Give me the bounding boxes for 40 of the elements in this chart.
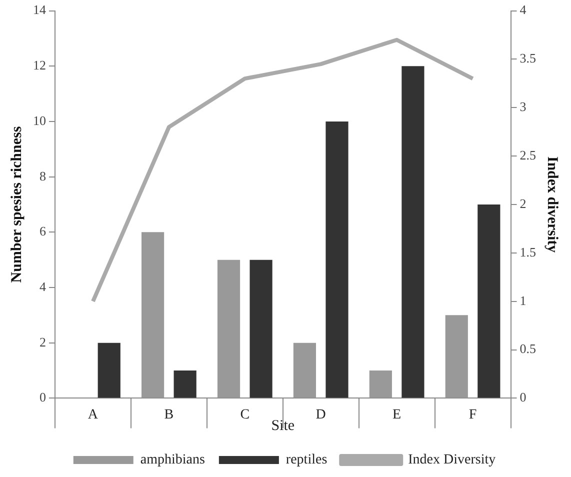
x-axis-title: Site [271, 418, 295, 434]
y2-tick-label: 2 [520, 196, 526, 211]
x-tick-label: D [316, 407, 326, 422]
y-tick-label: 4 [40, 278, 46, 294]
x-tick-label: A [88, 407, 99, 422]
y-axis-title: Number spesies richness [8, 126, 25, 283]
y-tick-label: 2 [40, 334, 46, 350]
y2-tick-label: 1 [520, 292, 526, 308]
y2-tick-label: 4 [520, 2, 527, 18]
bar [478, 204, 500, 398]
y-tick-label: 8 [40, 168, 46, 184]
y2-tick-label: 0 [520, 390, 526, 405]
y2-tick-label: 2.5 [520, 147, 536, 162]
bar [98, 342, 120, 398]
y2-tick-label: 3 [520, 99, 526, 114]
legend-label: Index Diversity [408, 452, 496, 468]
bar [142, 232, 164, 398]
legend-label: amphibians [140, 452, 205, 468]
y2-tick-label: 3.5 [520, 50, 536, 66]
y2-axis-title: Index diversity [544, 156, 560, 254]
y-tick-label: 12 [33, 58, 46, 73]
y2-tick-label: 1.5 [520, 244, 536, 260]
bar [217, 260, 240, 398]
x-tick-label: E [392, 407, 402, 422]
y-tick-label: 10 [33, 112, 46, 128]
legend-label: reptiles [286, 452, 328, 468]
bar [174, 370, 196, 398]
y-tick-label: 14 [33, 2, 46, 18]
y2-tick-label: 0.5 [520, 341, 536, 356]
y-tick-label: 6 [40, 224, 46, 239]
x-tick-label: C [240, 407, 250, 422]
y-tick-label: 0 [40, 390, 46, 405]
bar [369, 370, 392, 398]
bar [402, 66, 424, 398]
bar [293, 342, 316, 398]
bar [326, 121, 348, 398]
x-tick-label: B [164, 407, 174, 422]
bar [250, 260, 272, 398]
x-tick-label: F [468, 407, 477, 422]
bar [445, 315, 468, 398]
